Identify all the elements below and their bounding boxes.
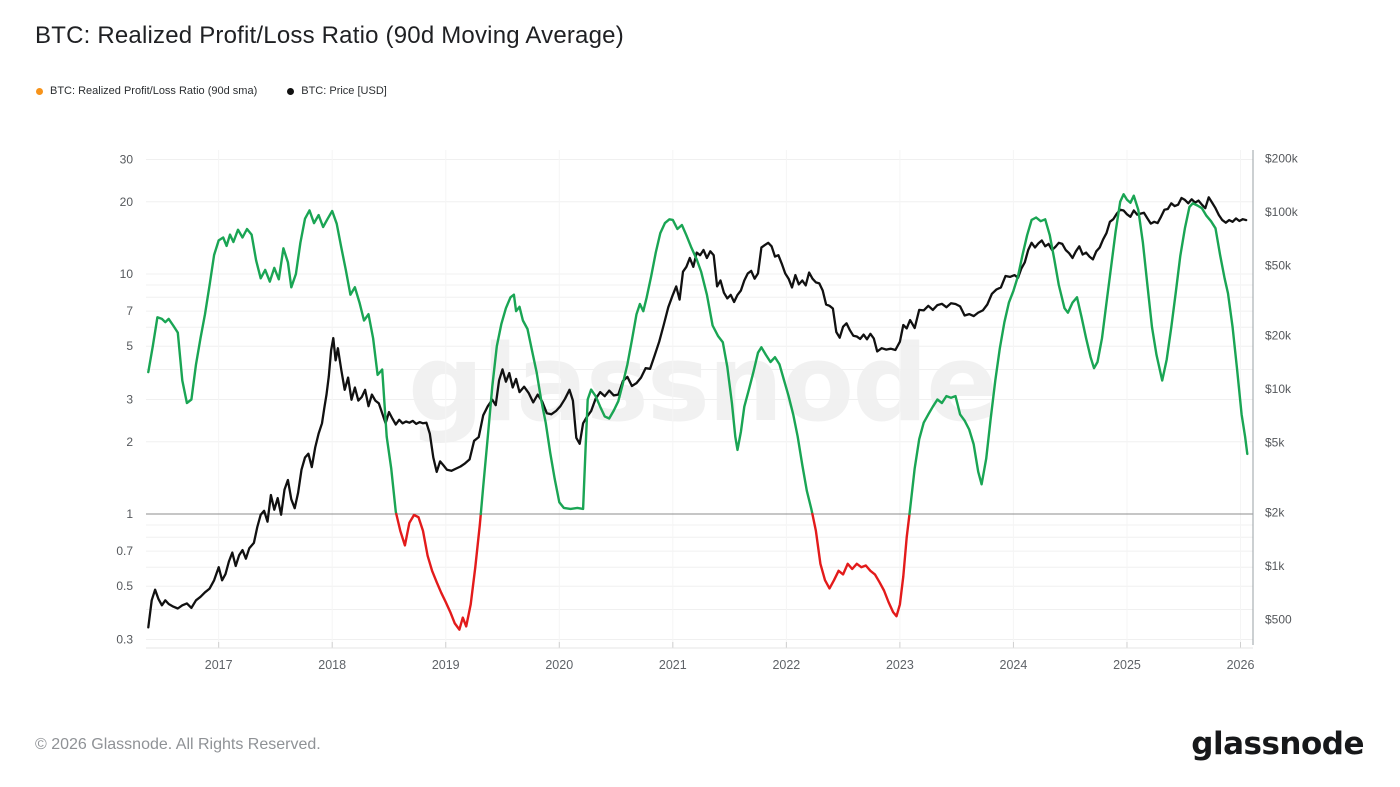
svg-text:$5k: $5k xyxy=(1265,435,1285,449)
svg-text:30: 30 xyxy=(120,152,134,166)
svg-text:$1k: $1k xyxy=(1265,559,1285,573)
svg-text:$2k: $2k xyxy=(1265,506,1285,520)
copyright-text: © 2026 Glassnode. All Rights Reserved. xyxy=(35,736,321,753)
svg-text:2025: 2025 xyxy=(1113,658,1141,672)
svg-text:2017: 2017 xyxy=(205,658,233,672)
legend-label-price: BTC: Price [USD] xyxy=(301,85,387,97)
svg-text:2018: 2018 xyxy=(318,658,346,672)
svg-text:0.3: 0.3 xyxy=(116,632,133,646)
svg-text:2021: 2021 xyxy=(659,658,687,672)
legend-label-ratio: BTC: Realized Profit/Loss Ratio (90d sma… xyxy=(50,85,258,97)
glassnode-logo: glassnode xyxy=(1191,726,1364,762)
svg-text:$500: $500 xyxy=(1265,612,1292,626)
page-title: BTC: Realized Profit/Loss Ratio (90d Mov… xyxy=(35,22,624,49)
chart-canvas[interactable]: 2017 2018 2019 2020 2021 2022 2023 2024 2025 2026… xyxy=(0,0,1400,700)
svg-text:2022: 2022 xyxy=(772,658,800,672)
chart-legend: BTC: Realized Profit/Loss Ratio (90d sma… xyxy=(36,85,387,97)
legend-item-ratio[interactable]: BTC: Realized Profit/Loss Ratio (90d sma… xyxy=(36,85,257,97)
svg-text:10: 10 xyxy=(120,267,134,281)
svg-text:7: 7 xyxy=(126,304,133,318)
svg-text:$100k: $100k xyxy=(1265,205,1299,219)
svg-text:$10k: $10k xyxy=(1265,382,1292,396)
legend-dot-orange-icon xyxy=(36,87,43,95)
legend-dot-black-icon xyxy=(287,87,295,95)
svg-text:0.7: 0.7 xyxy=(116,544,133,558)
legend-item-price[interactable]: BTC: Price [USD] xyxy=(287,85,387,97)
svg-text:2026: 2026 xyxy=(1227,658,1255,672)
svg-text:2023: 2023 xyxy=(886,658,914,672)
svg-text:$200k: $200k xyxy=(1265,152,1299,166)
svg-text:3: 3 xyxy=(126,392,133,406)
svg-text:$20k: $20k xyxy=(1265,329,1292,343)
svg-text:2019: 2019 xyxy=(432,658,460,672)
svg-text:$50k: $50k xyxy=(1265,258,1292,272)
svg-text:5: 5 xyxy=(126,339,133,353)
svg-text:2: 2 xyxy=(126,435,133,449)
svg-text:1: 1 xyxy=(126,507,133,521)
svg-text:2024: 2024 xyxy=(1000,658,1028,672)
svg-text:20: 20 xyxy=(120,195,134,209)
svg-text:0.5: 0.5 xyxy=(116,579,133,593)
svg-text:2020: 2020 xyxy=(545,658,573,672)
